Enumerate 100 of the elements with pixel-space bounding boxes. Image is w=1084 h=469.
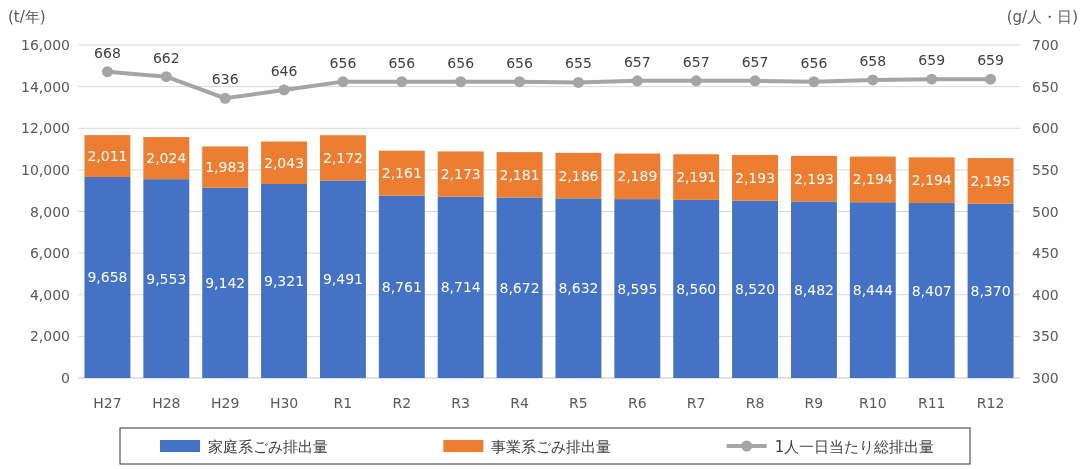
bar <box>496 152 543 198</box>
y-tick-label: 4,000 <box>29 286 70 303</box>
data-label: 655 <box>565 55 592 72</box>
bar <box>967 203 1014 378</box>
data-label: 8,761 <box>381 278 422 295</box>
bar <box>790 201 837 378</box>
data-label: 2,193 <box>793 170 834 187</box>
data-label: 8,370 <box>970 282 1011 299</box>
bar <box>378 195 425 378</box>
bar <box>437 151 484 197</box>
data-label: 656 <box>800 54 828 71</box>
data-label: 659 <box>977 52 1004 69</box>
data-label: 2,195 <box>970 172 1011 189</box>
y2-tick-label: 650 <box>1032 78 1059 95</box>
x-tick-label: R5 <box>569 395 588 411</box>
y2-tick-label: 550 <box>1032 161 1059 178</box>
y2-tick-label: 300 <box>1032 370 1059 386</box>
x-tick-label: R12 <box>976 395 1005 411</box>
y2-tick-label: 600 <box>1032 120 1059 137</box>
data-label: 656 <box>388 54 416 71</box>
x-tick-label: R1 <box>333 395 353 411</box>
y-tick-label: 2,000 <box>29 328 70 345</box>
data-label: 2,011 <box>87 148 128 165</box>
bar <box>732 200 779 378</box>
data-label: 657 <box>682 53 710 70</box>
bar <box>555 198 602 378</box>
bar <box>908 203 955 378</box>
data-label: 2,172 <box>322 149 363 166</box>
data-label: 636 <box>211 71 239 88</box>
y-tick-label: 14,000 <box>21 78 70 95</box>
data-label: 8,714 <box>440 279 481 296</box>
data-label: 9,658 <box>87 269 128 286</box>
data-label: 668 <box>94 44 121 61</box>
data-label: 9,553 <box>146 270 187 287</box>
data-label: 657 <box>623 53 651 70</box>
y2-axis-title: (g/人・日) <box>1006 8 1078 26</box>
data-label: 1,983 <box>205 159 246 176</box>
data-label: 2,161 <box>381 165 422 182</box>
bar <box>202 146 249 188</box>
data-label: 8,632 <box>558 280 599 297</box>
data-label: 9,321 <box>264 273 305 289</box>
legend-label: 1人一日当たり総排出量 <box>774 438 935 456</box>
bar <box>202 187 249 378</box>
data-label: 657 <box>741 53 769 70</box>
bar <box>673 154 720 200</box>
bar <box>908 157 955 204</box>
bar <box>437 196 484 378</box>
data-label: 8,560 <box>676 280 717 297</box>
y2-tick-label: 350 <box>1032 328 1059 345</box>
data-label: 2,186 <box>558 167 599 184</box>
data-label: 646 <box>270 62 298 79</box>
bar <box>967 158 1014 204</box>
y2-tick-label: 450 <box>1032 245 1059 262</box>
bar <box>143 179 190 378</box>
y-tick-label: 16,000 <box>21 37 70 53</box>
bar <box>849 202 896 378</box>
data-label: 9,142 <box>205 274 246 291</box>
bar <box>261 141 308 185</box>
y-tick-label: 10,000 <box>21 161 70 178</box>
data-label: 662 <box>152 49 180 66</box>
data-label: 9,491 <box>322 271 363 288</box>
data-label: 656 <box>329 54 357 71</box>
bar <box>673 199 720 378</box>
x-tick-label: R2 <box>392 395 412 411</box>
y2-tick-label: 500 <box>1032 203 1059 220</box>
data-label: 659 <box>918 52 946 69</box>
bar <box>319 135 366 181</box>
y-tick-label: 12,000 <box>21 120 70 137</box>
y2-tick-label: 400 <box>1032 286 1059 303</box>
data-label: 2,193 <box>735 169 776 186</box>
data-label: 2,189 <box>617 168 658 185</box>
x-tick-label: R6 <box>627 395 647 411</box>
data-label: 656 <box>506 54 534 71</box>
data-label: 2,181 <box>499 166 540 183</box>
x-tick-label: R8 <box>745 395 765 411</box>
data-label: 8,595 <box>617 280 658 297</box>
data-label: 656 <box>447 54 475 71</box>
data-label: 2,194 <box>911 172 952 189</box>
legend-label: 事業系ごみ排出量 <box>491 438 612 456</box>
data-label: 658 <box>859 52 887 69</box>
data-label: 2,194 <box>852 171 893 188</box>
x-tick-label: R4 <box>510 395 529 411</box>
data-label: 2,024 <box>146 150 187 167</box>
y-tick-label: 6,000 <box>29 245 70 262</box>
data-label: 2,043 <box>264 154 305 171</box>
x-tick-label: H29 <box>211 395 240 411</box>
bar <box>732 155 779 201</box>
bar <box>378 150 425 196</box>
x-tick-label: H30 <box>269 395 299 411</box>
y2-tick-label: 700 <box>1032 37 1059 53</box>
data-label: 8,520 <box>735 281 776 298</box>
x-tick-label: R10 <box>859 395 887 411</box>
bar <box>496 197 543 378</box>
y-tick-label: 8,000 <box>29 203 70 220</box>
data-label: 2,173 <box>440 166 481 183</box>
data-label: 8,482 <box>793 281 834 298</box>
data-label: 8,444 <box>852 282 893 299</box>
bar <box>261 184 308 378</box>
x-tick-label: R9 <box>804 395 824 411</box>
data-label: 2,191 <box>676 169 717 186</box>
